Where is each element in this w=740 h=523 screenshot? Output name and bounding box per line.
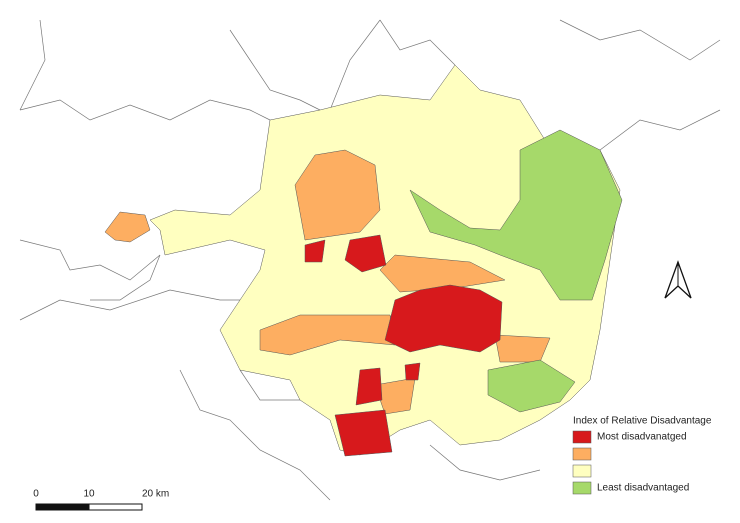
legend-label: Most disadvanatged (597, 432, 687, 443)
region (384, 284, 503, 353)
legend-swatch (572, 481, 592, 495)
legend-swatch (572, 430, 592, 444)
region (487, 359, 576, 413)
region (334, 409, 393, 457)
region (374, 377, 416, 415)
legend-label: Least disadvantaged (597, 483, 689, 494)
region (294, 149, 381, 241)
region (104, 211, 151, 243)
scale-label: 20 km (142, 489, 169, 500)
legend-swatch (572, 464, 592, 478)
scale-label: 10 (83, 489, 95, 500)
region (355, 367, 383, 406)
north-arrow (664, 260, 692, 299)
region (494, 334, 551, 363)
legend-swatch (572, 447, 592, 461)
boundary-lines (19, 19, 721, 501)
legend: Index of Relative Disadvantage Most disa… (572, 416, 712, 495)
region (344, 234, 387, 273)
region (404, 362, 421, 381)
scale-label: 0 (33, 489, 39, 500)
region (304, 239, 326, 263)
region (409, 129, 623, 301)
legend-title: Index of Relative Disadvantage (573, 416, 712, 427)
regions (104, 64, 623, 457)
region (259, 314, 396, 356)
scale-bar: 0 10 20 km (33, 489, 169, 511)
